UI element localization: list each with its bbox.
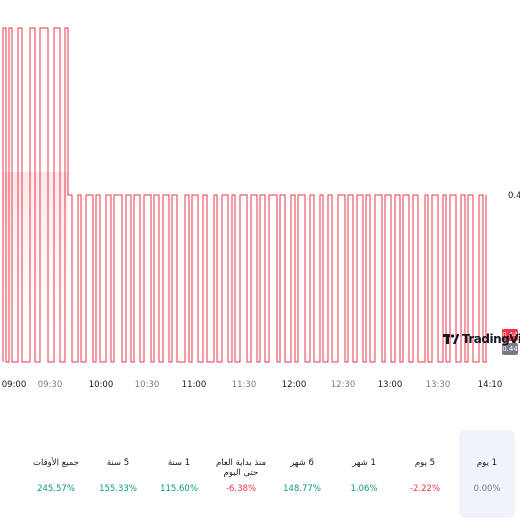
period-label: 5 يوم (414, 458, 436, 468)
period-tab-7[interactable]: جميع الأوقات 245.57% (26, 430, 86, 518)
period-tab-5[interactable]: 1 سنة 115.60% (149, 430, 209, 518)
price-line (2, 27, 487, 363)
x-axis-tick-label: 10:00 (89, 380, 114, 390)
period-change-value: 1.06% (350, 484, 378, 494)
x-axis-tick-label: 14:10 (478, 380, 503, 390)
period-change-value: 0.00% (473, 484, 501, 494)
x-axis-tick-label: 13:30 (426, 380, 451, 390)
x-axis-tick-label: 13:00 (378, 380, 403, 390)
x-axis-tick-label: 09:00 (2, 380, 27, 390)
period-tab-4[interactable]: منذ بداية العام حتى اليوم -6.38% (211, 430, 271, 518)
x-axis-tick-label: 12:30 (331, 380, 356, 390)
previous-price-tag: 0.44 (502, 343, 518, 355)
tradingview-logo-text: TradingView (462, 332, 520, 346)
period-label: منذ بداية العام حتى اليوم (216, 458, 266, 478)
x-axis-tick-label: 11:30 (232, 380, 257, 390)
period-change-value: 115.60% (160, 484, 198, 494)
period-tab-2[interactable]: 1 شهر 1.06% (334, 430, 394, 518)
x-axis-tick-label: 12:00 (282, 380, 307, 390)
period-change-value: -6.38% (225, 484, 257, 494)
x-axis-tick-label: 09:30 (38, 380, 63, 390)
period-label: 1 شهر (352, 458, 376, 468)
period-label: جميع الأوقات (33, 458, 79, 468)
chart-canvas[interactable]: 0.45 09:00 09:30 10:00 10:30 11:00 11:30 12:00 1… (0, 0, 520, 395)
tradingview-logo[interactable]: TradingView (443, 332, 520, 346)
period-change-value: -2.22% (409, 484, 441, 494)
period-tab-0[interactable]: 1 يوم 0.00% (459, 430, 515, 518)
period-change-value: 148.77% (283, 484, 321, 494)
performance-periods: 1 يوم 0.00% 5 يوم -2.22% 1 شهر 1.06% 6 شهر 148.… (0, 430, 520, 520)
x-axis-tick-label: 10:30 (135, 380, 160, 390)
period-tab-1[interactable]: 5 يوم -2.22% (395, 430, 455, 518)
period-label: 1 يوم (476, 458, 498, 468)
period-tab-3[interactable]: 6 شهر 148.77% (272, 430, 332, 518)
period-change-value: 245.57% (37, 484, 75, 494)
price-chart[interactable]: 0.45 09:00 09:30 10:00 10:30 11:00 11:30 12:00 1… (0, 0, 520, 395)
x-axis-tick-label: 11:00 (182, 380, 207, 390)
period-label: 6 شهر (290, 458, 314, 468)
price-axis-label: 0.45 (508, 191, 520, 201)
period-tab-6[interactable]: 5 سنة 155.33% (88, 430, 148, 518)
period-label: 5 سنة (106, 458, 130, 468)
period-label: 1 سنة (167, 458, 191, 468)
period-change-value: 155.33% (99, 484, 137, 494)
last-price-tag: 0.44 (502, 329, 518, 341)
tradingview-logo-icon (443, 334, 459, 344)
